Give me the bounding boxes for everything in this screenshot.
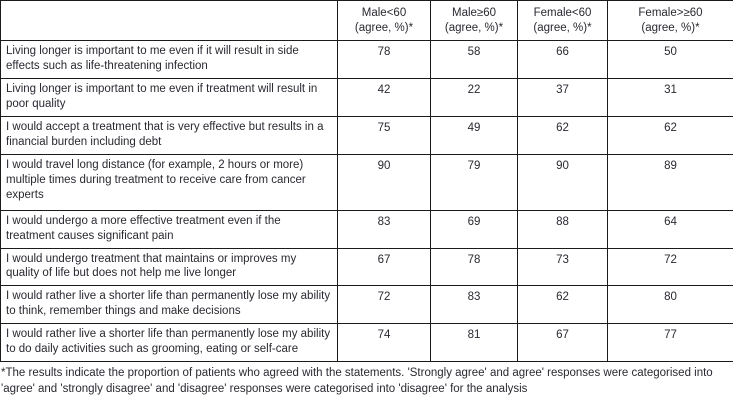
column-header-title: Female<60	[533, 6, 592, 19]
statement-cell: Living longer is important to me even if…	[0, 40, 338, 79]
header-row: Male<60 (agree, %)* Male≥60 (agree, %)* Fema…	[0, 0, 733, 41]
value-cell: 78	[337, 40, 431, 79]
value-cell: 22	[430, 77, 518, 117]
value-cell: 83	[430, 285, 518, 325]
value-cell: 64	[607, 209, 733, 249]
table-row: I would rather live a shorter life than …	[0, 285, 733, 325]
value-cell: 90	[517, 153, 608, 211]
column-header-title: Male<60	[361, 6, 407, 19]
value-cell: 69	[430, 209, 518, 249]
value-cell: 31	[607, 77, 733, 117]
value-cell: 90	[337, 153, 431, 211]
statement-cell: I would rather live a shorter life than …	[0, 285, 338, 325]
column-header-unit: (agree, %)*	[641, 21, 700, 34]
value-cell: 67	[337, 247, 431, 287]
value-cell: 80	[607, 285, 733, 325]
column-header-title: Male≥60	[451, 6, 497, 19]
value-cell: 75	[337, 115, 431, 155]
statement-cell: I would accept a treatment that is very …	[0, 115, 338, 155]
table-row: I would undergo treatment that maintains…	[0, 247, 733, 287]
value-cell: 89	[607, 153, 733, 211]
value-cell: 72	[607, 247, 733, 287]
table-row: I would accept a treatment that is very …	[0, 115, 733, 155]
value-cell: 78	[430, 247, 518, 287]
statement-cell: I would travel long distance (for exampl…	[0, 153, 338, 211]
value-cell: 62	[517, 115, 608, 155]
column-header: Male≥60 (agree, %)*	[430, 0, 518, 41]
value-cell: 42	[337, 77, 431, 117]
column-header-unit: (agree, %)*	[533, 21, 592, 34]
statement-cell: Living longer is important to me even if…	[0, 77, 338, 117]
value-cell: 72	[337, 285, 431, 325]
table-row: I would rather live a shorter life than …	[0, 323, 733, 363]
value-cell: 77	[607, 323, 733, 363]
value-cell: 37	[517, 77, 608, 117]
column-header-unit: (agree, %)*	[354, 21, 414, 34]
value-cell: 88	[517, 209, 608, 249]
value-cell: 81	[430, 323, 518, 363]
column-header-unit: (agree, %)*	[444, 21, 504, 34]
corner-cell	[0, 0, 338, 41]
value-cell: 74	[337, 323, 431, 363]
statement-cell: I would undergo a more effective treatme…	[0, 209, 338, 249]
column-header: Female>≥60 (agree, %)*	[607, 0, 733, 41]
value-cell: 66	[517, 40, 608, 79]
column-header: Male<60 (agree, %)*	[337, 0, 431, 41]
table-row: I would travel long distance (for exampl…	[0, 153, 733, 211]
value-cell: 83	[337, 209, 431, 249]
value-cell: 49	[430, 115, 518, 155]
table-row: Living longer is important to me even if…	[0, 77, 733, 117]
table-row: I would undergo a more effective treatme…	[0, 209, 733, 249]
column-header: Female<60 (agree, %)*	[517, 0, 608, 41]
table-footnote: *The results indicate the proportion of …	[1, 367, 713, 396]
statement-cell: I would undergo treatment that maintains…	[0, 247, 338, 287]
value-cell: 58	[430, 40, 518, 79]
value-cell: 62	[517, 285, 608, 325]
statement-cell: I would rather live a shorter life than …	[0, 323, 338, 363]
value-cell: 50	[607, 40, 733, 79]
column-header-title: Female>≥60	[638, 6, 703, 19]
value-cell: 79	[430, 153, 518, 211]
value-cell: 67	[517, 323, 608, 363]
table-body: Living longer is important to me even if…	[0, 40, 733, 363]
value-cell: 73	[517, 247, 608, 287]
table-row: Living longer is important to me even if…	[0, 40, 733, 79]
preferences-table: Male<60 (agree, %)* Male≥60 (agree, %)* Fema…	[0, 0, 733, 363]
value-cell: 62	[607, 115, 733, 155]
